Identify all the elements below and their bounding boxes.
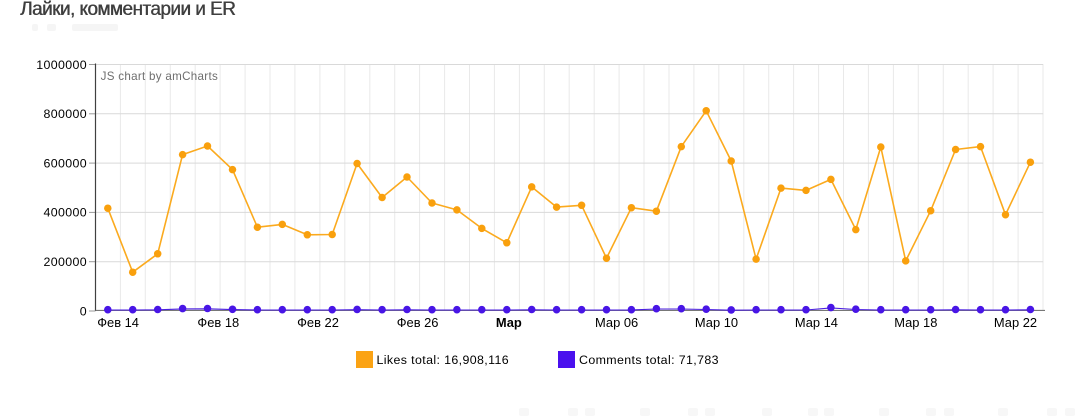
svg-text:600000: 600000 bbox=[44, 156, 87, 170]
svg-text:JS chart by amCharts: JS chart by amCharts bbox=[101, 70, 218, 83]
svg-text:200000: 200000 bbox=[44, 255, 87, 269]
svg-text:Фев 18: Фев 18 bbox=[197, 315, 239, 330]
svg-text:400000: 400000 bbox=[44, 206, 87, 220]
svg-text:Мар 22: Мар 22 bbox=[994, 315, 1037, 330]
svg-text:Мар 06: Мар 06 bbox=[595, 315, 638, 330]
svg-text:1000000: 1000000 bbox=[36, 58, 87, 72]
svg-text:Фев 26: Фев 26 bbox=[397, 315, 439, 330]
svg-text:Мар 14: Мар 14 bbox=[795, 315, 838, 330]
svg-text:Мар 10: Мар 10 bbox=[695, 315, 738, 330]
svg-text:Мар 18: Мар 18 bbox=[894, 315, 937, 330]
svg-text:Фев 22: Фев 22 bbox=[297, 315, 339, 330]
svg-text:Фев 14: Фев 14 bbox=[97, 315, 139, 330]
svg-text:0: 0 bbox=[80, 304, 87, 318]
svg-text:800000: 800000 bbox=[44, 107, 87, 121]
svg-text:Мар: Мар bbox=[496, 315, 522, 330]
